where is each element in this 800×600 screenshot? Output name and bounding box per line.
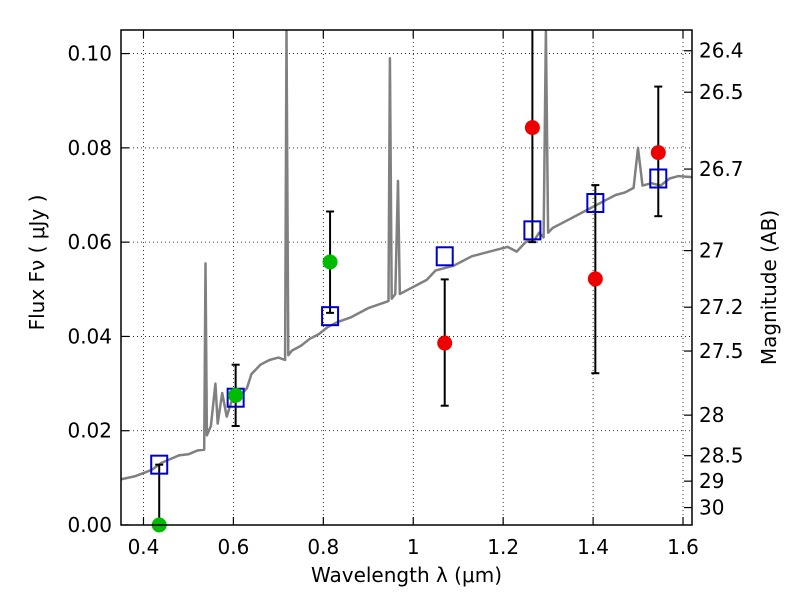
- model-square-point: [523, 220, 542, 241]
- error-bar-layer: [155, 30, 663, 525]
- y-axis-label: Flux Fν ( μJy ): [25, 195, 49, 331]
- x-axis-label: Wavelength λ (μm): [311, 563, 502, 587]
- y-tick-label: 0.08: [67, 136, 112, 160]
- y-tick-label: 0.06: [67, 230, 112, 254]
- model-square-point: [586, 193, 605, 214]
- magnitude-tick-label: 26.4: [699, 39, 744, 63]
- x-tick-label: 1.4: [577, 535, 609, 559]
- y-tick-label: 0.02: [67, 419, 112, 443]
- x-tick-label: 0.4: [128, 535, 160, 559]
- ticks: 0.4 0.6 0.8 1 1.2 1.4 1.6 0.00 0.02 0.04 0.06 0.08 0…: [67, 30, 744, 559]
- magnitude-tick-label: 27.2: [699, 295, 744, 319]
- y-tick-label: 0.00: [67, 513, 112, 537]
- x-tick-label: 1: [407, 535, 420, 559]
- magnitude-tick-label: 26.5: [699, 80, 744, 104]
- data-point: [650, 145, 666, 161]
- data-point: [587, 271, 603, 287]
- data-point: [228, 387, 244, 403]
- data-point: [524, 120, 540, 136]
- magnitude-tick-label: 30: [699, 496, 724, 520]
- magnitude-tick-label: 29: [699, 469, 724, 493]
- magnitude-tick-label: 27: [699, 239, 724, 263]
- y-tick-label: 0.04: [67, 324, 112, 348]
- model-square-point: [150, 454, 169, 475]
- data-point: [437, 335, 453, 351]
- model-square-point: [649, 168, 668, 189]
- model-square-point: [321, 306, 340, 327]
- x-tick-label: 0.6: [217, 535, 249, 559]
- sed-curve: [121, 30, 692, 481]
- magnitude-tick-label: 27.5: [699, 339, 744, 363]
- x-tick-label: 1.6: [667, 535, 699, 559]
- y-tick-label: 0.10: [67, 42, 112, 66]
- sed-curve-layer: [121, 30, 692, 481]
- data-point: [322, 254, 338, 270]
- magnitude-tick-label: 28.5: [699, 444, 744, 468]
- x-tick-label: 1.2: [487, 535, 519, 559]
- grid: [121, 30, 692, 526]
- right-axis-label: Magnitude (AB): [757, 210, 781, 365]
- model-square-point: [435, 246, 454, 267]
- marker-layer: [150, 120, 668, 533]
- x-tick-label: 0.8: [307, 535, 339, 559]
- plot-frame: [120, 29, 693, 526]
- magnitude-tick-label: 28: [699, 403, 724, 427]
- magnitude-tick-label: 26.7: [699, 157, 744, 181]
